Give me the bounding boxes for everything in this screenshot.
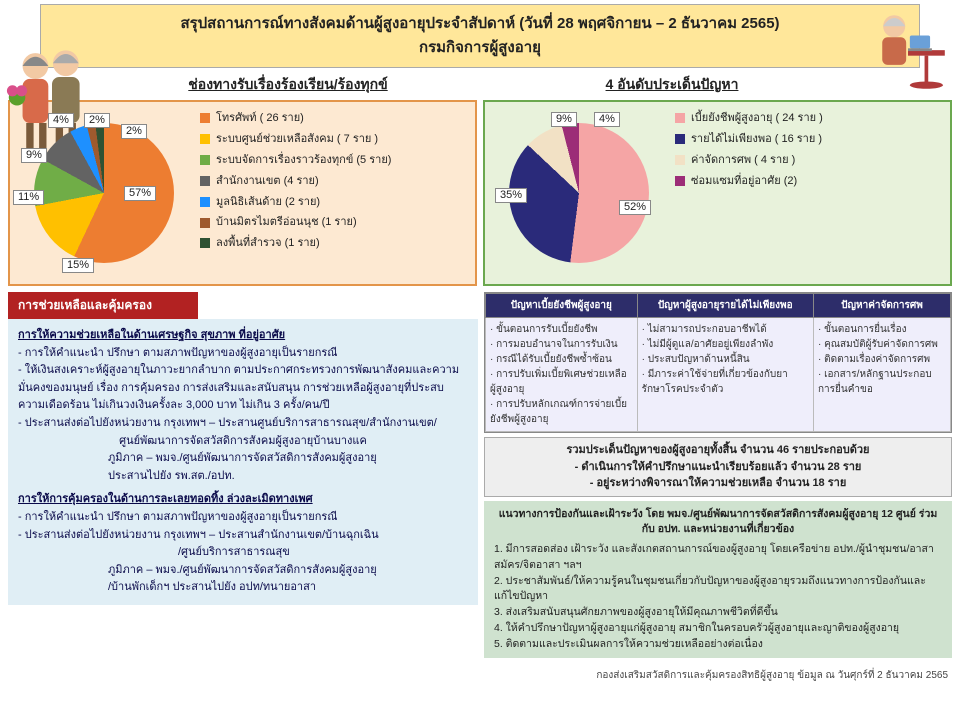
summary-box: รวมประเด็นปัญหาของผู้สูงอายุทั้งสิ้น จำน… — [484, 437, 952, 497]
summary-l1: รวมประเด็นปัญหาของผู้สูงอายุทั้งสิ้น จำน… — [489, 442, 947, 459]
header-line1: สรุปสถานการณ์ทางสังคมด้านผู้สูงอายุประจำ… — [41, 11, 919, 35]
pie-pct-label: 9% — [21, 148, 47, 163]
assist-h1: การให้ความช่วยเหลือในด้านเศรษฐกิจ สุขภาพ… — [18, 327, 468, 345]
legend-item: เบี้ยยังชีพผู้สูงอายุ ( 24 ราย ) — [675, 108, 944, 129]
pie-pct-label: 52% — [619, 200, 651, 215]
guidance-item: 2. ประชาสัมพันธ์/ให้ความรู้คนในชุมชนเกี่… — [494, 574, 942, 606]
legend-item: ระบบศูนย์ช่วยเหลือสังคม ( 7 ราย ) — [200, 129, 469, 150]
issues-pie-chart: 52% 35% 9% 4% — [491, 108, 671, 278]
assist-b2c: ภูมิภาค – พมจ./ศูนย์พัฒนาการจัดสวัสดิการ… — [18, 562, 468, 580]
guidance-item: 5. ติดตามและประเมินผลการให้ความช่วยเหลือ… — [494, 637, 942, 653]
pie-pct-label: 4% — [594, 112, 620, 127]
legend-item: ระบบจัดการเรื่องราวร้องทุกข์ (5 ราย) — [200, 150, 469, 171]
issues-pie — [509, 123, 649, 263]
pie-pct-label: 35% — [495, 188, 527, 203]
assistance-heading: การช่วยเหลือและคุ้มครอง — [8, 292, 198, 319]
legend-item: สำนักงานเขต (4 ราย) — [200, 171, 469, 192]
assistance-column: การช่วยเหลือและคุ้มครอง การให้ความช่วยเห… — [8, 292, 478, 658]
pie-pct-label: 2% — [84, 113, 110, 128]
assist-b1c: - ประสานส่งต่อไปยังหน่วยงาน กรุงเทพฯ – ป… — [18, 415, 468, 433]
assist-b1c2: ศูนย์พัฒนาการจัดสวัสดิการสังคมผู้สูงอายุ… — [18, 433, 468, 451]
issue-column-header: ปัญหาค่าจัดการศพ — [813, 294, 950, 318]
guidance-box: แนวทางการป้องกันและเฝ้าระวัง โดย พมจ./ศู… — [484, 501, 952, 659]
assist-b1d: ภูมิภาค – พมจ./ศูนย์พัฒนาการจัดสวัสดิการ… — [18, 450, 468, 468]
legend-item: ซ่อมแซมที่อยู่อาศัย (2) — [675, 171, 944, 192]
report-footer: กองส่งเสริมสวัสดิการและคุ้มครองสิทธิผู้ส… — [0, 664, 960, 687]
complaint-channels-card: 57%15%11%9%4%2%2% โทรศัพท์ ( 26 ราย)ระบบ… — [8, 100, 477, 286]
assist-b1b: - ให้เงินสงเคราะห์ผู้สูงอายุในภาวะยากลำบ… — [18, 362, 468, 415]
assist-h2: การให้การคุ้มครองในด้านการละเลยทอดทิ้ง ล… — [18, 491, 468, 509]
legend-item: มูลนิธิเส้นด้าย (2 ราย) — [200, 192, 469, 213]
pie-pct-label: 11% — [13, 190, 44, 205]
top-issues-card: 52% 35% 9% 4% เบี้ยยังชีพผู้สูงอายุ ( 24 รา… — [483, 100, 952, 286]
channels-legend: โทรศัพท์ ( 26 ราย)ระบบศูนย์ช่วยเหลือสังค… — [196, 108, 469, 278]
assist-b2a: - การให้คำแนะนำ ปรึกษา ตามสภาพปัญหาของผู… — [18, 509, 468, 527]
issue-column-header: ปัญหาเบี้ยยังชีพผู้สูงอายุ — [486, 294, 638, 318]
pie-pct-label: 9% — [551, 112, 577, 127]
legend-item: รายได้ไม่เพียงพอ ( 16 ราย ) — [675, 129, 944, 150]
subhead-right: 4 อันดับประเด็นปัญหา — [484, 74, 860, 96]
pie-pct-label: 4% — [48, 113, 74, 128]
guidance-item: 4. ให้คำปรึกษาปัญหาผู้สูงอายุแก่ผู้สูงอา… — [494, 621, 942, 637]
legend-item: ลงพื้นที่สำรวจ (1 ราย) — [200, 233, 469, 254]
guidance-item: 3. ส่งเสริมสนับสนุนศักยภาพของผู้สูงอายุใ… — [494, 605, 942, 621]
guidance-head: แนวทางการป้องกันและเฝ้าระวัง โดย พมจ./ศู… — [494, 507, 942, 539]
legend-item: บ้านมิตรไมตรีอ่อนนุช (1 ราย) — [200, 212, 469, 233]
pie-pct-label: 57% — [124, 186, 156, 201]
channels-pie-chart: 57% 15% 11% 9% 4% 2% 2% — [16, 108, 196, 278]
header-line2: กรมกิจการผู้สูงอายุ — [41, 35, 919, 59]
issues-column: ปัญหาเบี้ยยังชีพผู้สูงอายุปัญหาผู้สูงอาย… — [484, 292, 952, 658]
subhead-left: ช่องทางรับเรื่องร้องเรียน/ร้องทุกข์ — [100, 74, 476, 96]
issue-cell: · ขั้นตอนการรับเบี้ยยังชีพ· การมอบอำนาจใ… — [486, 318, 638, 432]
pie-pct-label: 15% — [62, 258, 94, 273]
assist-b2b: - ประสานส่งต่อไปยังหน่วยงาน กรุงเทพฯ – ป… — [18, 527, 468, 545]
issue-cell: · ไม่สามารถประกอบอาชีพได้· ไม่มีผู้ดูแล/… — [637, 318, 813, 432]
legend-item: ค่าจัดการศพ ( 4 ราย ) — [675, 150, 944, 171]
issues-table: ปัญหาเบี้ยยังชีพผู้สูงอายุปัญหาผู้สูงอาย… — [484, 292, 952, 433]
issue-column-header: ปัญหาผู้สูงอายุรายได้ไม่เพียงพอ — [637, 294, 813, 318]
summary-l2: - ดำเนินการให้คำปรึกษาแนะนำเรียบร้อยแล้ว… — [489, 459, 947, 476]
assist-b2c2: /บ้านพักเด็กฯ ประสานไปยัง อปท/ทนายอาสา — [18, 579, 468, 597]
assistance-body: การให้ความช่วยเหลือในด้านเศรษฐกิจ สุขภาพ… — [8, 319, 478, 605]
assist-b1a: - การให้คำแนะนำ ปรึกษา ตามสภาพปัญหาของผู… — [18, 345, 468, 363]
guidance-item: 1. มีการสอดส่อง เฝ้าระวัง และสังเกตสถานก… — [494, 542, 942, 574]
report-header: สรุปสถานการณ์ทางสังคมด้านผู้สูงอายุประจำ… — [40, 4, 920, 68]
summary-l3: - อยู่ระหว่างพิจารณาให้ความช่วยเหลือ จำน… — [489, 475, 947, 492]
issues-legend: เบี้ยยังชีพผู้สูงอายุ ( 24 ราย )รายได้ไม… — [671, 108, 944, 278]
assist-b1d2: ประสานไปยัง รพ.สต./อปท. — [18, 468, 468, 486]
legend-item: โทรศัพท์ ( 26 ราย) — [200, 108, 469, 129]
pie-pct-label: 2% — [121, 124, 147, 139]
elderly-laptop-icon — [862, 6, 954, 98]
assist-b2b2: /ศูนย์บริการสาธารณสุข — [18, 544, 468, 562]
issue-cell: · ขั้นตอนการยื่นเรื่อง· คุณสมบัติผู้รับค… — [813, 318, 950, 432]
